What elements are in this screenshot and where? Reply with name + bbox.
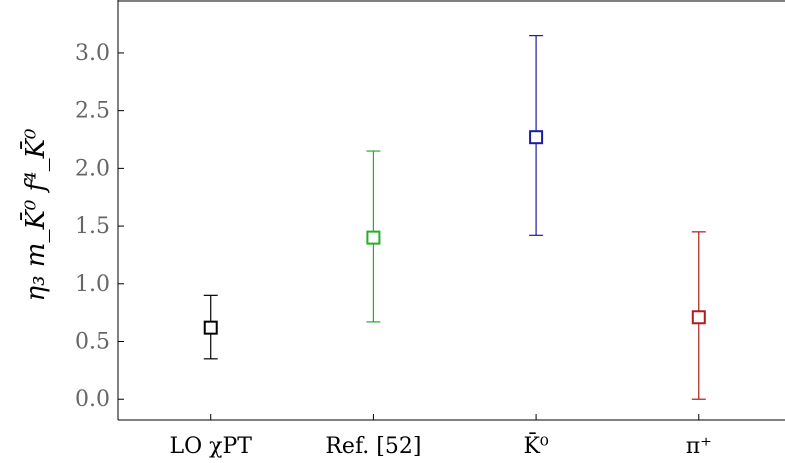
y-axis-ticks: 0.0 0.5 1.0 1.5 2.0 2.5 3.0 (75, 41, 124, 412)
square-marker (366, 230, 381, 245)
y-tick-label: 2.0 (75, 156, 110, 181)
square-marker (203, 320, 218, 335)
data-point (691, 231, 706, 400)
y-tick-label: 0.0 (75, 387, 110, 412)
data-points (203, 35, 706, 400)
y-tick-label: 2.5 (75, 99, 110, 124)
square-marker (691, 310, 706, 325)
data-point (203, 294, 218, 360)
x-tick-label: K̄⁰ (523, 432, 548, 459)
plot-frame (117, 0, 785, 421)
y-tick-label: 3.0 (75, 41, 110, 66)
y-axis-label: η₃ m_K̄⁰ f⁴_K̄⁰ (19, 128, 51, 302)
x-tick-label: LO χPT (170, 434, 253, 459)
square-marker (529, 130, 544, 145)
x-tick-label: π⁺ (686, 434, 712, 459)
y-tick-label: 1.0 (75, 272, 110, 297)
x-tick-label: Ref. [52] (325, 434, 421, 459)
data-point (366, 150, 381, 323)
data-point (529, 35, 544, 236)
x-axis-ticks: LO χPT Ref. [52] K̄⁰ π⁺ (170, 414, 712, 459)
y-tick-label: 0.5 (75, 330, 110, 355)
y-tick-label: 1.5 (75, 214, 110, 239)
